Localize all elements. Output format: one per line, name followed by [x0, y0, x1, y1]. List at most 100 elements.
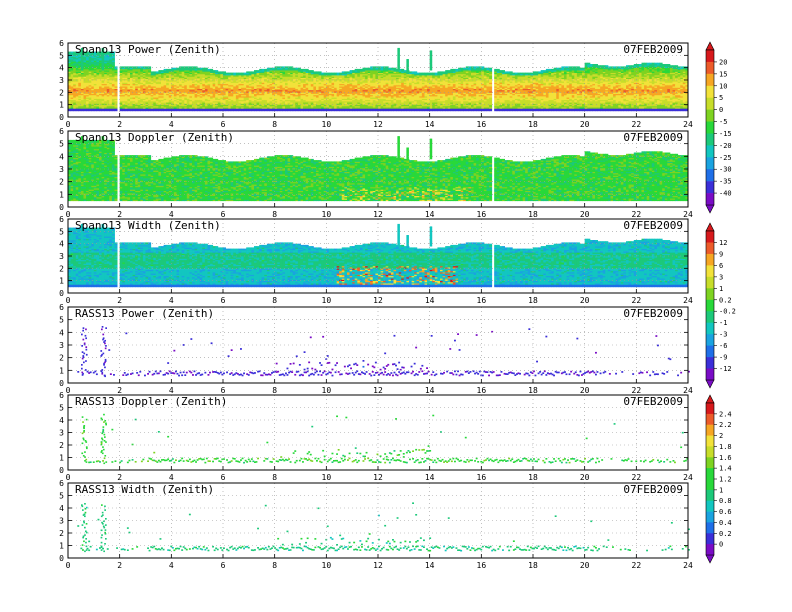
y-tick-label: 5	[59, 492, 64, 501]
x-tick-label: 18	[528, 120, 538, 129]
colorbar-tick-label: 1	[719, 285, 723, 293]
panel-title: Spano13 Width (Zenith)	[75, 219, 221, 232]
x-tick-label: 10	[322, 561, 332, 570]
y-tick-label: 0	[59, 203, 64, 212]
y-tick-label: 5	[59, 404, 64, 413]
x-tick-label: 24	[683, 473, 693, 482]
colorbar-tick-label: 0	[719, 106, 723, 114]
y-tick-label: 2	[59, 529, 64, 538]
x-tick-label: 24	[683, 296, 693, 305]
y-tick-label: 5	[59, 227, 64, 236]
x-tick-label: 0	[66, 386, 71, 395]
colorbar-tick-label: 3	[719, 273, 723, 281]
x-tick-label: 2	[117, 120, 122, 129]
y-tick-label: 4	[59, 328, 64, 337]
x-tick-label: 8	[272, 386, 277, 395]
panel-date: 07FEB2009	[623, 307, 683, 320]
y-tick-label: 4	[59, 64, 64, 73]
colorbar-tick-label: -30	[719, 166, 732, 174]
x-tick-label: 24	[683, 561, 693, 570]
x-tick-label: 14	[425, 296, 435, 305]
x-tick-label: 20	[580, 561, 590, 570]
y-tick-label: 3	[59, 517, 64, 526]
colorbar-tick-label: 1.8	[719, 443, 732, 451]
panel-date: 07FEB2009	[623, 483, 683, 496]
x-tick-label: 14	[425, 561, 435, 570]
y-tick-label: 2	[59, 88, 64, 97]
colorbar-tick-label: -0.2	[719, 308, 736, 316]
x-tick-label: 2	[117, 210, 122, 219]
x-tick-label: 22	[632, 210, 642, 219]
colorbar-3: 2.42.221.81.61.41.210.80.60.40.20	[706, 395, 732, 563]
x-tick-label: 6	[221, 561, 226, 570]
x-tick-label: 6	[221, 473, 226, 482]
panel-title: Spano13 Power (Zenith)	[75, 43, 221, 56]
y-tick-label: 4	[59, 240, 64, 249]
x-tick-label: 2	[117, 386, 122, 395]
x-tick-label: 4	[169, 561, 174, 570]
x-tick-label: 12	[373, 561, 383, 570]
x-tick-label: 6	[221, 386, 226, 395]
y-tick-label: 5	[59, 316, 64, 325]
y-tick-label: 1	[59, 542, 64, 551]
colorbar-tick-label: -3	[719, 331, 727, 339]
x-tick-label: 0	[66, 296, 71, 305]
x-tick-label: 4	[169, 473, 174, 482]
x-tick-label: 16	[477, 561, 487, 570]
y-tick-label: 1	[59, 101, 64, 110]
colorbar-tick-label: 1.2	[719, 476, 732, 484]
y-tick-label: 1	[59, 190, 64, 199]
panel-date: 07FEB2009	[623, 43, 683, 56]
y-tick-label: 6	[59, 127, 64, 136]
x-tick-label: 0	[66, 561, 71, 570]
colorbar-tick-label: 1.4	[719, 465, 732, 473]
x-tick-label: 12	[373, 120, 383, 129]
y-tick-label: 0	[59, 113, 64, 122]
colorbar-tick-label: 0	[719, 541, 723, 549]
x-tick-label: 8	[272, 120, 277, 129]
x-tick-label: 8	[272, 561, 277, 570]
x-tick-label: 8	[272, 296, 277, 305]
y-tick-label: 4	[59, 416, 64, 425]
y-tick-label: 6	[59, 479, 64, 488]
x-tick-label: 0	[66, 473, 71, 482]
x-tick-label: 14	[425, 386, 435, 395]
x-tick-label: 12	[373, 296, 383, 305]
x-tick-label: 12	[373, 210, 383, 219]
y-tick-label: 3	[59, 341, 64, 350]
colorbar-tick-label: -12	[719, 365, 732, 373]
y-tick-label: 0	[59, 379, 64, 388]
x-tick-label: 8	[272, 210, 277, 219]
x-tick-label: 24	[683, 386, 693, 395]
x-tick-label: 16	[477, 473, 487, 482]
colorbar-tick-label: -35	[719, 178, 732, 186]
y-tick-label: 1	[59, 277, 64, 286]
x-tick-label: 20	[580, 386, 590, 395]
y-tick-label: 4	[59, 152, 64, 161]
y-tick-label: 2	[59, 178, 64, 187]
x-tick-label: 18	[528, 386, 538, 395]
x-tick-label: 10	[322, 296, 332, 305]
colorbar-tick-label: -6	[719, 342, 727, 350]
colorbar-tick-label: 15	[719, 70, 727, 78]
x-tick-label: 12	[373, 386, 383, 395]
panel-date: 07FEB2009	[623, 395, 683, 408]
colorbar-tick-label: 0.8	[719, 497, 732, 505]
y-tick-label: 6	[59, 303, 64, 312]
y-tick-label: 1	[59, 366, 64, 375]
y-tick-label: 5	[59, 140, 64, 149]
x-tick-label: 22	[632, 561, 642, 570]
x-tick-label: 2	[117, 296, 122, 305]
colorbar-tick-label: -1	[719, 319, 727, 327]
x-tick-label: 22	[632, 386, 642, 395]
profiler-figure: 01234560 2 4 6 8 10 12 14 16 18 20 22 24Spano13 Powe…	[0, 0, 792, 612]
x-tick-label: 6	[221, 120, 226, 129]
x-tick-label: 16	[477, 120, 487, 129]
x-tick-label: 14	[425, 120, 435, 129]
x-tick-label: 2	[117, 561, 122, 570]
